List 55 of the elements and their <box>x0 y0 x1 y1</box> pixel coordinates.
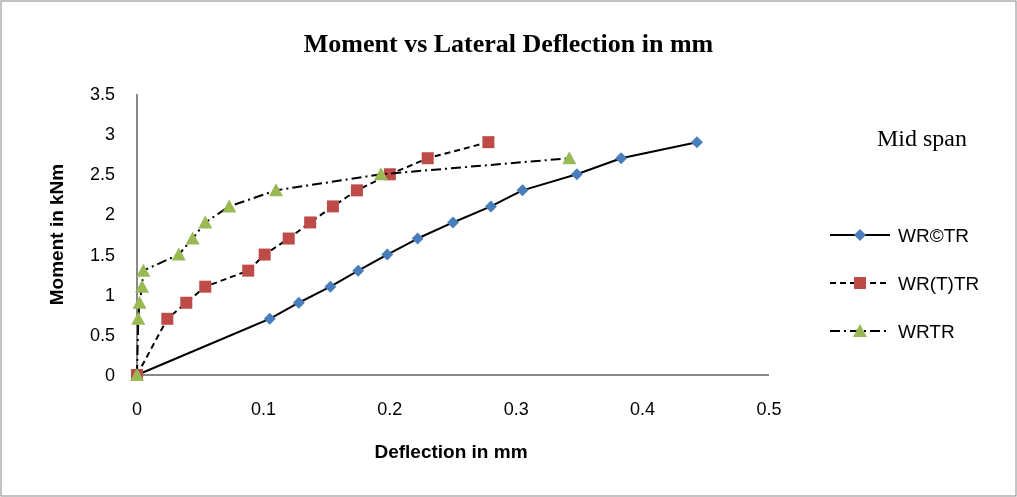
point <box>161 312 174 325</box>
x-tick-label: 0.2 <box>377 399 403 419</box>
point <box>282 232 295 245</box>
point <box>381 248 394 261</box>
y-tick-label: 3.5 <box>89 84 115 104</box>
point <box>447 216 459 229</box>
point <box>690 136 703 149</box>
point <box>198 215 213 229</box>
y-tick-label: 0.5 <box>89 324 115 345</box>
y-tick-label: 3 <box>104 124 115 145</box>
y-tick-label: 0 <box>104 365 115 385</box>
point <box>136 263 151 277</box>
point <box>304 216 317 229</box>
x-tick-label: 0 <box>131 399 143 419</box>
legend-label: WR(T)TR <box>898 273 980 294</box>
x-tick-label: 0.3 <box>503 399 529 419</box>
point <box>562 151 577 165</box>
chart-title: Moment vs Lateral Deflection in mm <box>303 29 714 58</box>
legend-label: WRTR <box>898 321 955 342</box>
point <box>242 264 255 277</box>
point <box>516 184 529 197</box>
point <box>350 184 363 197</box>
point <box>199 280 212 293</box>
point <box>484 200 497 213</box>
point <box>185 231 200 245</box>
point <box>131 311 146 325</box>
point <box>258 248 271 261</box>
y-tick-label: 2.5 <box>89 164 115 185</box>
point <box>373 167 388 181</box>
point <box>570 168 583 181</box>
point <box>411 232 424 245</box>
point <box>292 296 305 309</box>
point <box>263 312 276 325</box>
legend-title: Mid span <box>877 125 967 151</box>
point <box>324 280 337 293</box>
point <box>132 295 147 309</box>
point <box>222 199 237 213</box>
y-tick-label: 2 <box>104 204 115 225</box>
y-tick-label: 1 <box>104 284 115 305</box>
legend-label: WR©TR <box>898 225 969 246</box>
point <box>326 200 339 213</box>
x-tick-label: 0.1 <box>250 399 276 419</box>
point <box>352 264 365 277</box>
x-tick-label: 0.5 <box>756 399 782 419</box>
point <box>171 247 186 261</box>
point <box>180 296 193 309</box>
y-tick-label: 1.5 <box>89 244 115 265</box>
point <box>269 183 284 197</box>
x-tick-label: 0.4 <box>630 399 656 419</box>
y-axis-title: Moment in kNm <box>46 163 67 306</box>
point <box>482 136 495 149</box>
point <box>135 279 150 293</box>
point <box>615 152 628 165</box>
x-axis-title: Deflection in mm <box>374 441 528 462</box>
point <box>421 152 434 165</box>
